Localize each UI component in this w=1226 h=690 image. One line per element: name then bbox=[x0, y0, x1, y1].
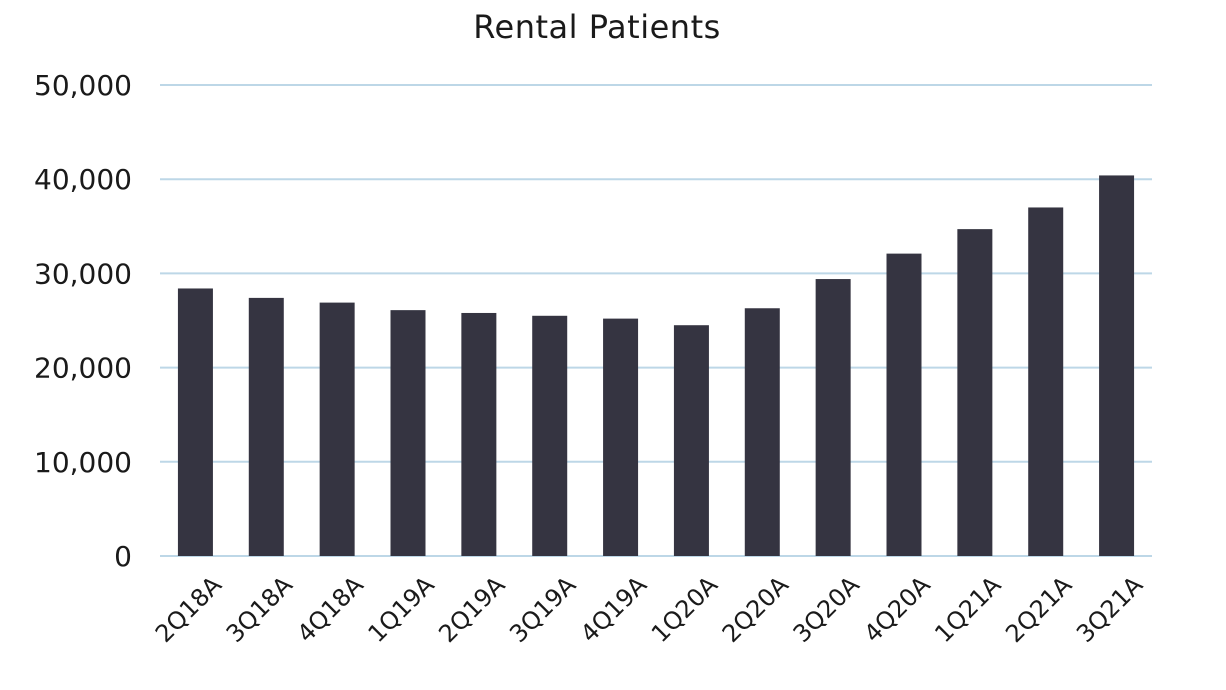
y-tick-label: 0 bbox=[114, 540, 132, 573]
bars bbox=[177, 175, 1135, 557]
bar-2q20a bbox=[744, 308, 780, 556]
x-tick-label: 4Q20A bbox=[859, 570, 937, 648]
y-tick-label: 40,000 bbox=[34, 163, 132, 196]
bar-4q19a bbox=[603, 318, 639, 556]
bar-4q20a bbox=[886, 253, 922, 557]
bar-1q19a bbox=[390, 310, 426, 556]
x-tick-label: 1Q19A bbox=[363, 570, 441, 648]
y-tick-label: 30,000 bbox=[34, 257, 132, 290]
x-tick-label: 1Q21A bbox=[929, 570, 1007, 648]
bar-1q21a bbox=[957, 229, 993, 556]
x-tick-label: 2Q20A bbox=[717, 570, 795, 648]
bar-2q19a bbox=[461, 312, 497, 556]
y-tick-label: 50,000 bbox=[34, 69, 132, 102]
y-tick-label: 10,000 bbox=[34, 446, 132, 479]
x-tick-label: 2Q18A bbox=[150, 570, 228, 648]
y-axis-tick-labels: 0 10,000 20,000 30,000 40,000 50,000 bbox=[34, 69, 132, 573]
chart-title: Rental Patients bbox=[473, 8, 721, 46]
x-tick-label: 3Q18A bbox=[221, 570, 299, 648]
x-axis-tick-labels: 2Q18A3Q18A4Q18A1Q19A2Q19A3Q19A4Q19A1Q20A… bbox=[150, 570, 1149, 648]
bar-2q18a bbox=[177, 288, 213, 556]
x-tick-label: 2Q19A bbox=[433, 570, 511, 648]
x-tick-label: 2Q21A bbox=[1000, 570, 1078, 648]
gridlines bbox=[160, 84, 1152, 557]
bar-1q20a bbox=[673, 325, 709, 556]
bar-4q18a bbox=[319, 302, 355, 556]
x-tick-label: 4Q19A bbox=[575, 570, 653, 648]
x-tick-label: 3Q21A bbox=[1071, 570, 1149, 648]
x-tick-label: 1Q20A bbox=[646, 570, 724, 648]
x-tick-label: 4Q18A bbox=[292, 570, 370, 648]
bar-3q19a bbox=[532, 315, 568, 556]
bar-2q21a bbox=[1028, 207, 1064, 556]
x-tick-label: 3Q19A bbox=[504, 570, 582, 648]
x-tick-label: 3Q20A bbox=[788, 570, 866, 648]
bar-3q20a bbox=[815, 279, 851, 556]
bar-3q18a bbox=[248, 297, 284, 556]
bar-3q21a bbox=[1099, 175, 1135, 556]
y-tick-label: 20,000 bbox=[34, 352, 132, 385]
